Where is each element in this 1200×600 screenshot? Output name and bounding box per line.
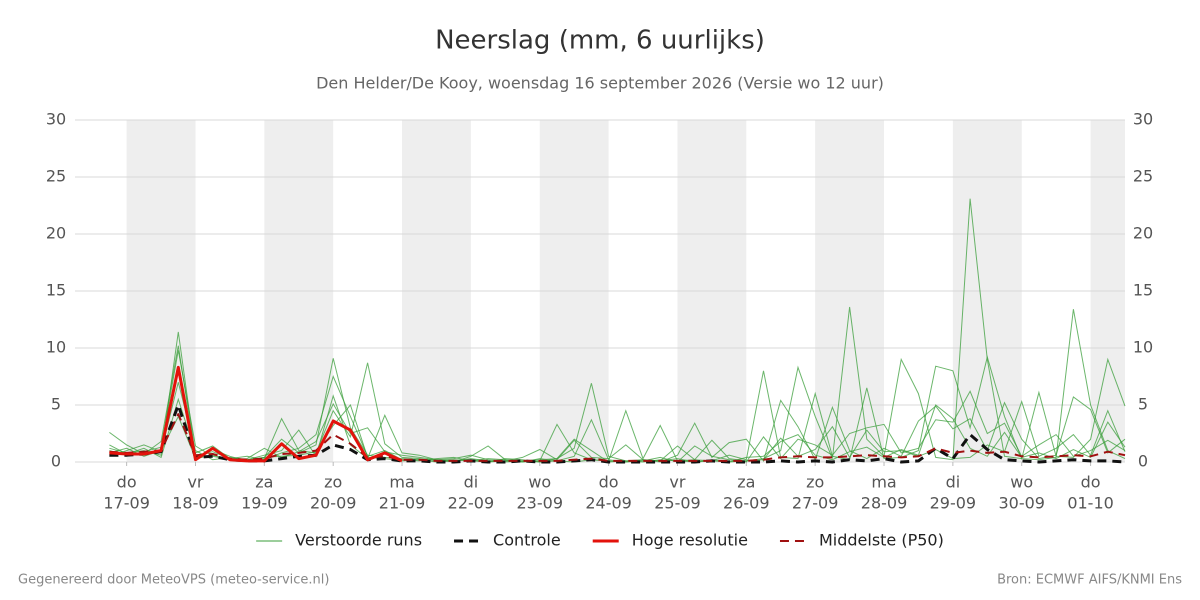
x-tick-label: ma (389, 473, 414, 492)
series-line (109, 403, 1126, 464)
x-tick-sublabel: 25-09 (654, 494, 701, 513)
x-tick-sublabel: 27-09 (792, 494, 839, 513)
legend-label: Controle (493, 531, 561, 550)
legend-label: Hoge resolutie (632, 531, 748, 550)
y-tick-label: 20 (46, 224, 66, 243)
y-tick-label: 15 (46, 281, 66, 300)
x-tick-sublabel: 18-09 (172, 494, 219, 513)
y-tick-label: 25 (46, 167, 66, 186)
y2-tick-label: 0 (1138, 452, 1148, 471)
legend-item: Controle (454, 531, 561, 550)
x-tick-label: za (255, 473, 273, 492)
y2-tick-label: 20 (1133, 224, 1153, 243)
x-tick-sublabel: 22-09 (448, 494, 495, 513)
x-tick-label: za (737, 473, 755, 492)
x-tick-sublabel: 19-09 (241, 494, 288, 513)
series-line (109, 365, 403, 463)
x-tick-label: do (599, 473, 619, 492)
y-tick-label: 5 (51, 395, 61, 414)
y-tick-label: 0 (51, 452, 61, 471)
x-tick-label: do (1081, 473, 1101, 492)
x-tick-sublabel: 01-10 (1067, 494, 1114, 513)
legend: Verstoorde runs Controle Hoge resolutie Mid… (256, 531, 944, 550)
legend-label: Verstoorde runs (295, 531, 422, 550)
x-tick-label: di (464, 473, 479, 492)
x-tick-label: ma (871, 473, 896, 492)
x-tick-sublabel: 28-09 (861, 494, 908, 513)
x-tick-sublabel: 21-09 (379, 494, 426, 513)
x-tick-sublabel: 29-09 (930, 494, 977, 513)
x-tick-label: zo (806, 473, 824, 492)
x-tick-sublabel: 17-09 (103, 494, 150, 513)
footer-right: Bron: ECMWF AIFS/KNMI Ens (997, 573, 1182, 588)
chart-title: Neerslag (mm, 6 uurlijks) (435, 26, 765, 56)
x-tick-label: vr (669, 473, 685, 492)
x-tick-label: wo (1010, 473, 1033, 492)
legend-label: Middelste (P50) (819, 531, 944, 550)
x-tick-sublabel: 20-09 (310, 494, 357, 513)
y2-tick-label: 15 (1133, 281, 1153, 300)
y2-tick-label: 25 (1133, 167, 1153, 186)
y-tick-label: 10 (46, 338, 66, 357)
x-tick-sublabel: 23-09 (517, 494, 564, 513)
y-tick-label: 30 (46, 110, 66, 129)
y2-tick-label: 30 (1133, 110, 1153, 129)
x-tick-sublabel: 24-09 (585, 494, 632, 513)
x-tick-label: di (946, 473, 961, 492)
x-tick-sublabel: 26-09 (723, 494, 770, 513)
ensemble-run (109, 350, 1126, 462)
x-tick-label: vr (187, 473, 203, 492)
y2-tick-label: 10 (1133, 338, 1153, 357)
x-tick-label: do (117, 473, 137, 492)
chart-subtitle: Den Helder/De Kooy, woensdag 16 septembe… (316, 74, 884, 93)
legend-item: Verstoorde runs (256, 531, 422, 550)
x-tick-label: zo (324, 473, 342, 492)
x-tick-sublabel: 30-09 (998, 494, 1045, 513)
legend-item: Middelste (P50) (779, 531, 944, 550)
ensemble-run (109, 345, 1126, 463)
footer-left: Gegenereerd door MeteoVPS (meteo-service… (18, 573, 329, 588)
x-tick-label: wo (528, 473, 551, 492)
legend-item: Hoge resolutie (592, 531, 748, 550)
y2-tick-label: 5 (1138, 395, 1148, 414)
series-line (109, 413, 1126, 462)
